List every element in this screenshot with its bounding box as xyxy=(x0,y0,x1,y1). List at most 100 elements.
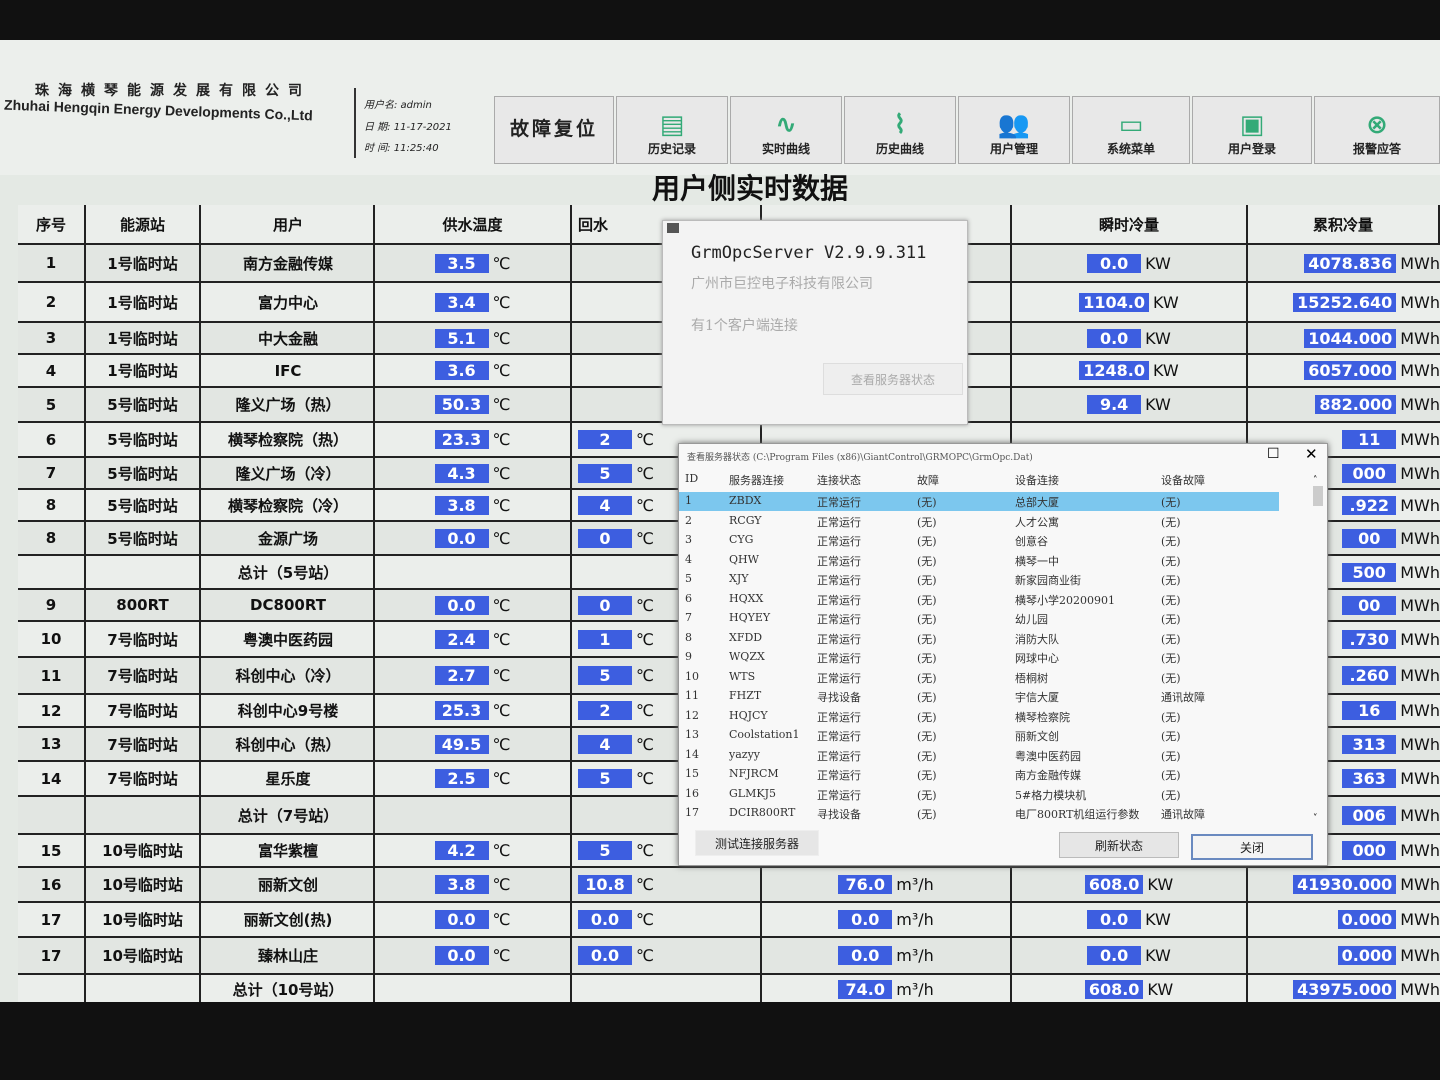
cell-user-text: IFC xyxy=(274,361,302,380)
server-row[interactable]: 11 FHZT 寻找设备 (无) 宇信大厦 通讯故障 xyxy=(679,687,1309,706)
toolbar-button-3[interactable]: ⌇ 历史曲线 xyxy=(844,96,956,164)
maximize-icon[interactable]: ☐ xyxy=(1267,446,1280,462)
server-row[interactable]: 12 HQJCY 正常运行 (无) 横琴检察院 (无) xyxy=(679,707,1309,726)
server-row[interactable]: 6 HQXX 正常运行 (无) 横琴小学20200901 (无) xyxy=(679,590,1309,609)
cell-supply xyxy=(375,975,572,1002)
toolbar-button-2[interactable]: ∿ 实时曲线 xyxy=(730,96,842,164)
server-cell: 寻找设备 xyxy=(817,691,861,704)
view-server-status-button[interactable]: 查看服务器状态 xyxy=(823,363,963,395)
cell-station-text: 800RT xyxy=(116,596,169,614)
cell-station-text: 5号临时站 xyxy=(107,431,178,449)
server-row[interactable]: 7 HQYEY 正常运行 (无) 幼儿园 (无) xyxy=(679,609,1309,628)
monitor-icon: ▭ xyxy=(1118,110,1144,140)
server-cell: (无) xyxy=(917,749,937,763)
notebook-icon: ▤ xyxy=(659,110,685,140)
cell-user-text: 丽新文创(热) xyxy=(243,911,333,929)
value-ret: 10.8 xyxy=(578,875,632,894)
server-row[interactable]: 9 WQZX 正常运行 (无) 网球中心 (无) xyxy=(679,648,1309,667)
server-cell: 横琴一中 xyxy=(1015,554,1059,568)
value-supply: 23.3 xyxy=(434,430,489,449)
cell-station: 1号临时站 xyxy=(86,245,201,281)
cell-energy: 43975.000 MWh xyxy=(1248,975,1440,1002)
value-power: 1248.0 xyxy=(1079,361,1149,380)
toolbar-button-7[interactable]: ⊗ 报警应答 xyxy=(1314,96,1440,164)
server-row[interactable]: 17 DCIR800RT 寻找设备 (无) 电厂800RT机组运行参数 通讯故障 xyxy=(679,804,1309,823)
cell-ret: 5 ℃ xyxy=(572,658,762,693)
toolbar-button-5[interactable]: ▭ 系统菜单 xyxy=(1072,96,1190,164)
close-icon[interactable]: ✕ xyxy=(1305,445,1318,463)
cell-user-text: 科创中心9号楼 xyxy=(237,702,339,720)
cell-user: 横琴检察院（冷） xyxy=(203,490,375,520)
scrollbar[interactable]: ˄ ˅ xyxy=(1313,476,1323,824)
cell-station: 5号临时站 xyxy=(86,522,201,554)
value-power: 1104.0 xyxy=(1079,292,1149,312)
unit-temp: ℃ xyxy=(492,629,511,649)
server-cell: NFJRCM xyxy=(729,767,779,780)
server-row[interactable]: 4 QHW 正常运行 (无) 横琴一中 (无) xyxy=(679,551,1309,570)
unit-temp: ℃ xyxy=(492,361,511,380)
server-cell: (无) xyxy=(1161,574,1181,587)
close-button[interactable]: 关闭 xyxy=(1191,834,1313,860)
cell-user: DC800RT xyxy=(203,590,375,620)
server-cell: (无) xyxy=(917,671,937,685)
opc-title: GrmOpcServer V2.9.9.311 xyxy=(691,243,927,263)
unit-temp: ℃ xyxy=(492,528,511,548)
unit-temp: ℃ xyxy=(636,946,654,965)
cell-ret: 2 ℃ xyxy=(572,423,762,456)
table-row: 总计（10号站） 74.0 m³/h 608.0 KW 43975.000 MWh xyxy=(18,975,1440,1002)
value-energy: 00 xyxy=(1342,595,1397,615)
value-supply: 3.8 xyxy=(434,875,489,894)
users-icon: 👥 xyxy=(997,110,1031,140)
unit-power: KW xyxy=(1145,253,1171,273)
column-header: 序号 xyxy=(18,205,86,243)
unit-temp: ℃ xyxy=(492,910,511,929)
cell-no-text: 13 xyxy=(40,735,62,753)
refresh-status-button[interactable]: 刷新状态 xyxy=(1059,832,1179,858)
cell-no-text: 10 xyxy=(40,630,62,648)
server-cell: (无) xyxy=(1161,749,1181,763)
value-supply: 49.5 xyxy=(434,734,489,754)
server-cell: (无) xyxy=(1161,769,1181,782)
dialog-column-headers: ID 服务器连接 连接状态 故障 设备连接 设备故障 xyxy=(679,470,1309,489)
value-energy: .730 xyxy=(1342,629,1397,649)
server-row[interactable]: 10 WTS 正常运行 (无) 梧桐树 (无) xyxy=(679,668,1309,687)
unit-temp: ℃ xyxy=(492,769,511,788)
page-title: 用户侧实时数据 xyxy=(651,172,848,205)
server-row[interactable]: 1 ZBDX 正常运行 (无) 总部大厦 (无) xyxy=(679,492,1279,511)
server-row[interactable]: 16 GLMKJ5 正常运行 (无) 5#格力模块机 (无) xyxy=(679,785,1309,804)
server-row[interactable]: 3 CYG 正常运行 (无) 创意谷 (无) xyxy=(679,531,1309,550)
server-row[interactable]: 14 yazyy 正常运行 (无) 粤澳中医药园 (无) xyxy=(679,746,1309,765)
server-cell: 1 xyxy=(685,494,692,507)
server-row[interactable]: 2 RCGY 正常运行 (无) 人才公寓 (无) xyxy=(679,512,1309,531)
server-row[interactable]: 8 XFDD 正常运行 (无) 消防大队 (无) xyxy=(679,629,1309,648)
server-cell: (无) xyxy=(917,554,937,568)
toolbar-button-4[interactable]: 👥 用户管理 xyxy=(958,96,1070,164)
toolbar-button-1[interactable]: ▤ 历史记录 xyxy=(616,96,728,164)
value-power: 608.0 xyxy=(1084,875,1144,894)
cell-station-text: 10号临时站 xyxy=(102,876,183,894)
cell-no-text: 8 xyxy=(45,496,57,514)
cell-flow: 0.0 m³/h xyxy=(762,903,1012,936)
value-energy: .922 xyxy=(1342,495,1397,515)
opc-clients: 有1个客户端连接 xyxy=(691,318,798,334)
server-cell: (无) xyxy=(917,632,937,646)
server-cell: 幼儿园 xyxy=(1015,613,1048,626)
server-cell: 正常运行 xyxy=(817,574,861,587)
server-row[interactable]: 15 NFJRCM 正常运行 (无) 南方金融传媒 (无) xyxy=(679,765,1309,784)
server-cell: ZBDX xyxy=(729,494,762,507)
value-supply: 0.0 xyxy=(434,528,489,548)
server-cell: (无) xyxy=(1161,554,1181,568)
toolbar-button-6[interactable]: ▣ 用户登录 xyxy=(1192,96,1312,164)
unit-temp: ℃ xyxy=(492,946,511,965)
server-row[interactable]: 13 Coolstation1 正常运行 (无) 丽新文创 (无) xyxy=(679,726,1309,745)
toolbar-button-0[interactable]: 故障复位 xyxy=(494,96,614,164)
column-header xyxy=(762,205,1012,243)
cell-station: 800RT xyxy=(86,590,201,620)
server-row[interactable]: 5 XJY 正常运行 (无) 新家园商业街 (无) xyxy=(679,570,1309,589)
value-energy: 43975.000 xyxy=(1293,979,1397,999)
cell-no: 17 xyxy=(18,938,86,973)
server-cell: 横琴检察院 xyxy=(1015,710,1070,724)
test-connection-button[interactable]: 测试连接服务器 xyxy=(695,830,819,856)
value-supply: 25.3 xyxy=(434,701,489,720)
unit-temp: ℃ xyxy=(492,875,511,894)
